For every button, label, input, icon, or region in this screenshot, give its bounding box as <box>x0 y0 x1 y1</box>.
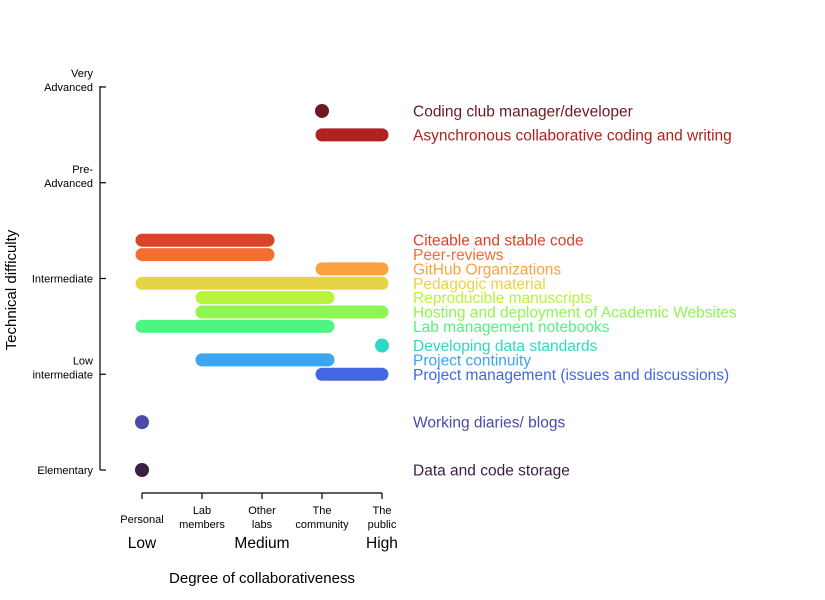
item-label: Developing data standards <box>413 338 598 355</box>
item-label: Data and code storage <box>413 463 570 480</box>
item-label: Reproducible manuscripts <box>413 290 592 307</box>
dot-mark <box>135 463 149 477</box>
item-label: Lab management notebooks <box>413 319 610 336</box>
x-ticks: Personal Lab members Other labs The community T… <box>120 493 397 531</box>
y-tick-label: Elementary <box>37 465 93 477</box>
item-label: Citeable and stable code <box>413 233 584 250</box>
item-label: Peer-reviews <box>413 247 504 264</box>
y-tick-label: Low <box>73 355 93 367</box>
y-tick-label: intermediate <box>32 369 93 381</box>
x-level-labels: Low Medium High <box>128 535 398 552</box>
x-tick-label: The <box>313 505 332 517</box>
item-label: Pedagogic material <box>413 276 546 293</box>
dot-mark <box>135 415 149 430</box>
x-tick-label: The <box>373 505 392 517</box>
y-ticks: Elementary Low intermediate Intermediate Pre… <box>32 68 106 477</box>
item-label: GitHub Organizations <box>413 261 561 278</box>
item-label: Asynchronous collaborative coding and wr… <box>413 127 732 144</box>
x-level-label: High <box>366 535 398 552</box>
x-level-label: Medium <box>234 535 289 552</box>
item-labels: Coding club manager/developer Asynchronou… <box>413 103 737 479</box>
dot-mark <box>315 103 329 118</box>
y-tick-label: Intermediate <box>32 274 93 286</box>
item-label: Project continuity <box>413 352 531 369</box>
item-label: Project management (issues and discussio… <box>413 367 729 384</box>
x-tick-label: Personal <box>120 514 163 526</box>
y-tick-label: Pre- <box>72 164 93 176</box>
y-tick-label: Advanced <box>44 178 93 190</box>
chart-marks <box>135 103 389 477</box>
item-label: Working diaries/ blogs <box>413 415 565 432</box>
x-axis-title: Degree of collaborativeness <box>169 570 355 587</box>
x-tick-label: community <box>295 519 349 531</box>
y-tick-label: Very <box>71 68 94 80</box>
x-tick-label: public <box>368 519 397 531</box>
x-tick-label: labs <box>252 519 273 531</box>
dot-mark <box>375 338 389 353</box>
x-level-label: Low <box>128 535 157 552</box>
x-tick-label: members <box>179 519 225 531</box>
y-tick-label: Advanced <box>44 82 93 94</box>
item-label: Hosting and deployment of Academic Websi… <box>413 305 737 322</box>
x-tick-label: Lab <box>193 505 211 517</box>
item-label: Coding club manager/developer <box>413 103 633 120</box>
x-tick-label: Other <box>248 505 276 517</box>
y-axis-title: Technical difficulty <box>3 229 20 350</box>
